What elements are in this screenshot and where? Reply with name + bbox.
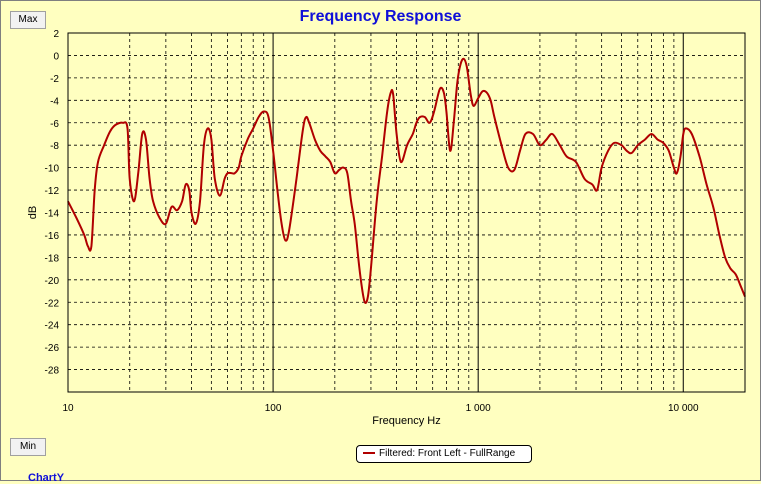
y-tick-label: -14 (45, 209, 60, 220)
x-tick-label: 100 (265, 403, 282, 414)
y-tick-label: -26 (45, 343, 60, 354)
y-tick-label: -10 (45, 164, 60, 175)
x-axis-label: Frequency Hz (372, 415, 440, 427)
y-tick-label: -16 (45, 231, 60, 242)
plot-border (67, 32, 746, 393)
y-tick-label: -24 (45, 321, 60, 332)
y-axis-label: dB (27, 206, 39, 219)
x-tick-label: 1 000 (466, 403, 491, 414)
x-tick-label: 10 (62, 403, 74, 414)
y-tick-label: -18 (45, 253, 60, 264)
max-button[interactable]: Max (10, 11, 46, 29)
y-tick-label: -22 (45, 298, 60, 309)
y-tick-label: -4 (50, 96, 59, 107)
grid-lines (67, 32, 746, 392)
y-tick-label: -8 (50, 141, 59, 152)
y-tick-label: 0 (53, 51, 59, 62)
x-tick-labels: 10 100 1 000 10 000 (62, 403, 699, 414)
y-tick-label: -2 (50, 74, 59, 85)
y-tick-label: -28 (45, 366, 60, 377)
legend-label: Filtered: Front Left - FullRange (379, 448, 516, 459)
y-tick-label: -6 (50, 119, 59, 130)
chart-title: Frequency Response (299, 8, 462, 25)
y-tick-label: -12 (45, 186, 60, 197)
min-button[interactable]: Min (10, 438, 46, 456)
chart-y-label[interactable]: ChartY (28, 472, 65, 484)
y-tick-label: -20 (45, 276, 60, 287)
legend-swatch (363, 452, 375, 455)
series-curves (67, 57, 746, 304)
x-tick-label: 10 000 (668, 403, 699, 414)
y-tick-labels: 2 0 -2 -4 -6 -8 -10 -12 -14 -16 -18 -20 -22 -24 -26 -28 (45, 29, 60, 377)
series-line (67, 57, 746, 304)
legend[interactable]: Filtered: Front Left - FullRange (356, 445, 532, 463)
y-tick-label: 2 (53, 29, 59, 40)
